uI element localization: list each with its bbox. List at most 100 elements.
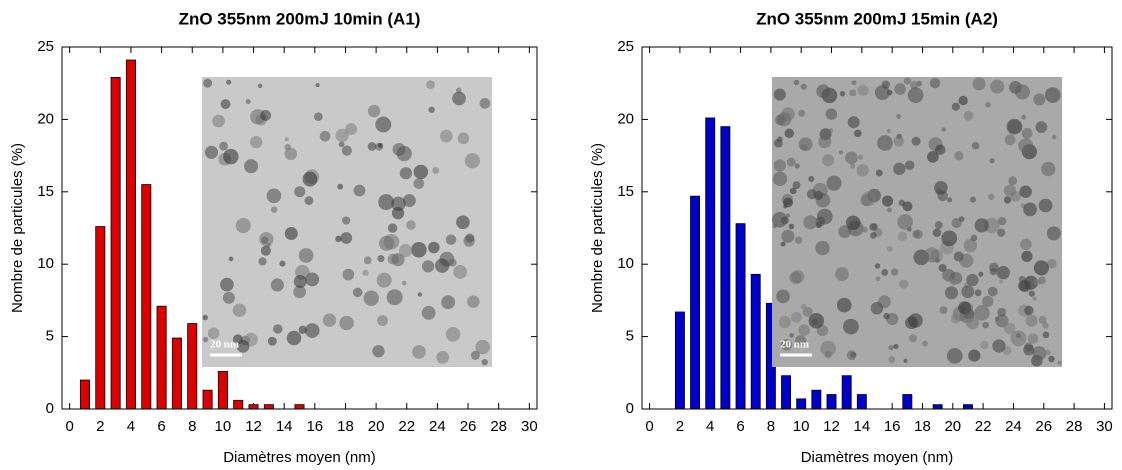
tem-particle	[882, 195, 894, 207]
tem-particle	[886, 207, 893, 213]
tem-particle	[963, 308, 975, 320]
tem-particle	[939, 306, 948, 315]
tem-particle	[1006, 197, 1012, 203]
tem-particle	[270, 278, 284, 292]
x-tick-label: 18	[337, 418, 354, 435]
tem-particle	[439, 129, 453, 143]
tem-particle	[794, 236, 803, 244]
tem-particle	[845, 215, 861, 230]
tem-particle	[362, 269, 369, 277]
bar	[171, 337, 182, 410]
tem-particle	[445, 326, 461, 342]
tem-particle	[794, 335, 807, 347]
tem-particle	[481, 358, 488, 366]
tem-particle	[780, 338, 793, 351]
x-tick-label: 16	[884, 418, 901, 435]
tem-particle	[1003, 184, 1016, 197]
tem-particle	[881, 268, 889, 276]
tem-particle	[212, 114, 225, 128]
tem-particle	[974, 289, 982, 297]
tem-particle	[352, 287, 363, 298]
tem-particle	[894, 83, 906, 95]
bar	[294, 404, 305, 410]
tem-particle	[432, 166, 440, 174]
bar	[781, 375, 791, 410]
tem-particle	[479, 98, 491, 109]
tem-particle	[250, 135, 263, 149]
plot-frame	[61, 46, 538, 410]
tem-particle	[826, 175, 842, 191]
tem-particle	[1018, 138, 1034, 154]
tem-particle	[260, 245, 271, 256]
tem-particle	[1008, 176, 1018, 186]
tem-particle	[260, 110, 272, 121]
tem-particle	[899, 279, 909, 289]
tem-particle	[202, 336, 209, 343]
x-tick-label: 26	[460, 418, 477, 435]
tem-particle	[995, 314, 1009, 328]
tem-particle	[435, 258, 450, 273]
y-tick-label: 10	[617, 255, 634, 272]
tem-particle	[1048, 355, 1055, 363]
tem-particle	[314, 112, 323, 122]
tem-particle	[908, 334, 917, 343]
tem-particle	[298, 248, 314, 263]
bar	[95, 226, 106, 410]
tem-particle	[372, 344, 385, 358]
tem-particle	[398, 243, 413, 258]
tem-particle	[1027, 333, 1039, 344]
tem-particle	[375, 116, 392, 133]
tem-particle	[820, 340, 837, 357]
tem-particle	[972, 77, 986, 91]
tem-particle	[798, 137, 813, 152]
x-tick-label: 0	[645, 418, 653, 435]
tem-particle	[1028, 290, 1035, 297]
tem-particle	[874, 85, 890, 101]
y-tick-label: 15	[617, 183, 634, 200]
tem-particle	[893, 162, 906, 176]
tem-particle	[783, 197, 793, 208]
tem-particle	[267, 336, 277, 346]
tem-particle	[441, 295, 456, 310]
x-tick-label: 10	[215, 418, 232, 435]
y-tick-label: 5	[46, 328, 54, 345]
tem-particle	[319, 130, 331, 142]
tem-particle	[1044, 87, 1061, 103]
tem-particle	[958, 95, 968, 106]
tem-particle	[838, 150, 844, 155]
bar	[248, 404, 259, 410]
tem-particle	[1033, 93, 1046, 106]
tem-particle	[204, 145, 219, 159]
tem-particle	[875, 276, 881, 282]
y-tick-label: 5	[626, 328, 634, 345]
bar	[796, 398, 807, 410]
tem-particle	[947, 197, 953, 203]
tem-particle	[448, 258, 457, 267]
tem-particle	[941, 127, 947, 132]
tem-image: 20 nm	[772, 77, 1062, 367]
tem-particle	[353, 184, 366, 197]
tem-particle	[335, 235, 342, 243]
tem-particle	[1019, 279, 1032, 292]
tem-particle	[951, 217, 962, 229]
tem-particle	[788, 223, 795, 230]
tem-particle	[839, 91, 846, 97]
tem-particle	[417, 292, 423, 297]
x-tick-label: 20	[944, 418, 961, 435]
tem-particle	[1021, 127, 1033, 139]
tem-particle	[1021, 250, 1033, 262]
x-tick-label: 0	[65, 418, 73, 435]
tem-particle	[445, 234, 457, 245]
tem-particle	[969, 196, 976, 203]
tem-particle	[846, 350, 857, 361]
tem-particle	[1025, 314, 1038, 327]
tem-particle	[777, 136, 783, 142]
tem-particle	[974, 218, 989, 233]
tem-particle	[772, 171, 788, 186]
tem-particle	[1004, 134, 1016, 146]
tem-particle	[367, 104, 381, 118]
tem-particle	[958, 216, 965, 222]
tem-particle	[1023, 344, 1035, 356]
x-tick-label: 12	[245, 418, 262, 435]
tem-particle	[1007, 119, 1022, 134]
